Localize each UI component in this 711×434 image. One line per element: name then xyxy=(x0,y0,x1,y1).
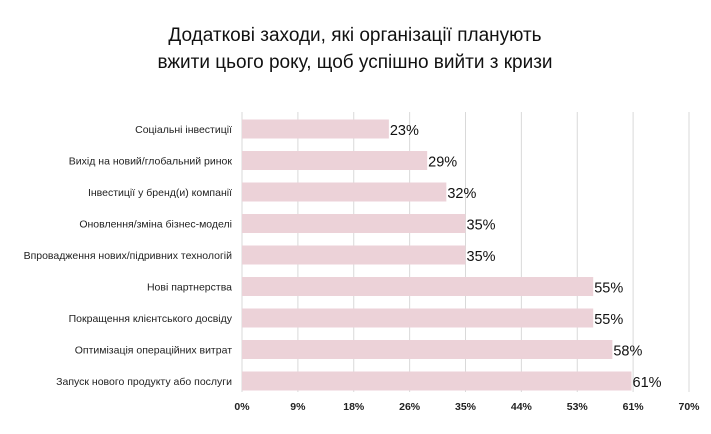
x-tick-label: 0% xyxy=(234,401,250,413)
x-tick-label: 9% xyxy=(290,401,306,413)
x-tick-label: 26% xyxy=(399,401,421,413)
data-label: 35% xyxy=(467,218,496,234)
x-tick-label: 61% xyxy=(623,401,645,413)
category-label: Нові партнерства xyxy=(147,282,232,294)
bar xyxy=(242,308,594,328)
bar xyxy=(242,277,594,296)
x-tick-label: 44% xyxy=(511,401,533,413)
data-label: 55% xyxy=(594,312,623,328)
bar xyxy=(242,182,447,202)
data-label: 23% xyxy=(390,123,419,139)
category-label: Впровадження нових/підривних технологій xyxy=(24,250,233,262)
data-label: 35% xyxy=(467,249,496,265)
data-label: 29% xyxy=(428,155,457,171)
chart-title-line-1: Додаткові заходи, які організації планую… xyxy=(168,25,542,46)
category-label: Вихід на новий/глобальний ринок xyxy=(69,156,233,168)
data-label: 55% xyxy=(594,281,623,297)
category-label: Оптимізація операційних витрат xyxy=(75,345,232,357)
data-label: 61% xyxy=(633,375,662,391)
data-label: 58% xyxy=(613,344,642,360)
chart-title-line-2: вжити цього року, щоб успішно вийти з кр… xyxy=(157,52,553,73)
x-tick-label: 70% xyxy=(678,401,700,413)
category-label: Інвестиції у бренд(и) компанії xyxy=(88,187,232,199)
x-tick-label: 53% xyxy=(567,401,589,413)
bar xyxy=(242,371,632,391)
category-label: Соціальні інвестиції xyxy=(135,124,232,136)
category-label: Покращення клієнтського досвіду xyxy=(69,313,233,325)
category-label: Запуск нового продукту або послуги xyxy=(56,376,232,388)
bar xyxy=(242,245,466,265)
x-tick-label: 35% xyxy=(455,401,477,413)
data-label: 32% xyxy=(447,186,476,202)
bar xyxy=(242,214,466,233)
category-label: Оновлення/зміна бізнес-моделі xyxy=(79,219,232,231)
bar xyxy=(242,340,613,359)
bar xyxy=(242,151,428,170)
bar xyxy=(242,119,389,139)
x-tick-label: 18% xyxy=(343,401,365,413)
chart-title: Додаткові заходи, які організації планую… xyxy=(150,22,560,76)
